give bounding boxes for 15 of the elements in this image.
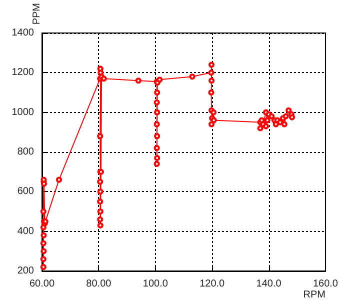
x-tick-label: 80.00 — [86, 278, 112, 290]
y-tick-label: 600 — [17, 186, 34, 198]
y-tick-label: 1200 — [12, 67, 34, 78]
x-tick-label: 160.0 — [312, 278, 338, 290]
y-tick-label: 1400 — [12, 28, 34, 38]
y-tick-label: 200 — [17, 266, 34, 276]
y-axis-title: PPM — [32, 3, 42, 25]
y-tick-label: 400 — [17, 226, 34, 237]
x-tick-label: 120.0 — [200, 278, 226, 290]
y-tick-label: 1000 — [12, 106, 34, 118]
x-tick-label: 140.0 — [256, 278, 282, 290]
y-tick-label: 800 — [17, 146, 34, 158]
x-tick-label: 100.0 — [142, 278, 168, 290]
x-tick-label: 60.00 — [29, 278, 55, 290]
x-axis-title: RPM — [303, 290, 326, 300]
